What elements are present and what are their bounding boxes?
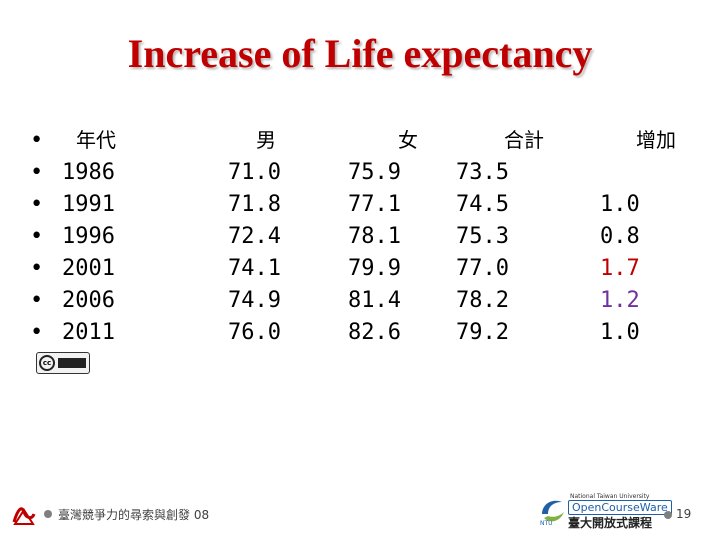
cell-male: 71.8: [228, 192, 281, 217]
cell-total: 74.5: [456, 192, 509, 217]
cc-license-icon[interactable]: cc: [36, 352, 90, 374]
cell-year: 1986: [62, 160, 115, 185]
bullet-icon: •: [30, 288, 44, 313]
cell-male: 72.4: [228, 224, 281, 249]
cell-increase: 1.0: [600, 320, 640, 345]
bullet-icon: •: [30, 256, 44, 281]
cell-total: 77.0: [456, 256, 509, 281]
ocw-chinese-title: 臺大開放式課程: [568, 516, 653, 530]
pdf-icon: [12, 507, 36, 525]
header-female: 女: [398, 128, 418, 152]
cell-year: 2001: [62, 256, 115, 281]
cell-year: 1996: [62, 224, 115, 249]
page-number: 19: [676, 507, 692, 521]
cell-total: 78.2: [456, 288, 509, 313]
header-total: 合計: [504, 128, 544, 152]
cell-female: 79.9: [348, 256, 401, 281]
cell-year: 1991: [62, 192, 115, 217]
header-year: 年代: [76, 128, 116, 152]
cell-male: 74.9: [228, 288, 281, 313]
cell-year: 2011: [62, 320, 115, 345]
bullet-icon: •: [30, 320, 44, 345]
ocw-logo-icon: NTU: [540, 500, 564, 526]
bullet-icon: •: [30, 128, 44, 153]
cell-total: 73.5: [456, 160, 509, 185]
cell-male: 71.0: [228, 160, 281, 185]
cell-female: 77.1: [348, 192, 401, 217]
cell-total: 79.2: [456, 320, 509, 345]
bullet-icon: •: [30, 224, 44, 249]
footer-bullet-icon: [44, 510, 52, 518]
cell-female: 82.6: [348, 320, 401, 345]
slide-title: Increase of Life expectancy: [127, 31, 593, 76]
cell-total: 75.3: [456, 224, 509, 249]
cell-increase: 1.7: [600, 256, 640, 281]
cell-increase: 0.8: [600, 224, 640, 249]
header-male: 男: [256, 128, 276, 152]
cell-female: 78.1: [348, 224, 401, 249]
footer-course-title: 臺灣競爭力的尋索與創發 08: [58, 508, 210, 522]
cell-increase: 1.2: [600, 288, 640, 313]
cell-female: 81.4: [348, 288, 401, 313]
cell-male: 74.1: [228, 256, 281, 281]
cell-increase: 1.0: [600, 192, 640, 217]
ocw-university-label: National Taiwan University: [570, 493, 650, 500]
bullet-icon: •: [30, 160, 44, 185]
cell-year: 2006: [62, 288, 115, 313]
cc-circle-icon: cc: [39, 355, 55, 371]
page-bullet-icon: [664, 511, 672, 519]
bullet-icon: •: [30, 192, 44, 217]
cell-male: 76.0: [228, 320, 281, 345]
ocw-title: OpenCourseWare: [568, 500, 672, 515]
cell-female: 75.9: [348, 160, 401, 185]
header-increase: 增加: [636, 128, 676, 152]
svg-text:NTU: NTU: [540, 520, 553, 526]
cc-terms-strip: [58, 358, 86, 368]
